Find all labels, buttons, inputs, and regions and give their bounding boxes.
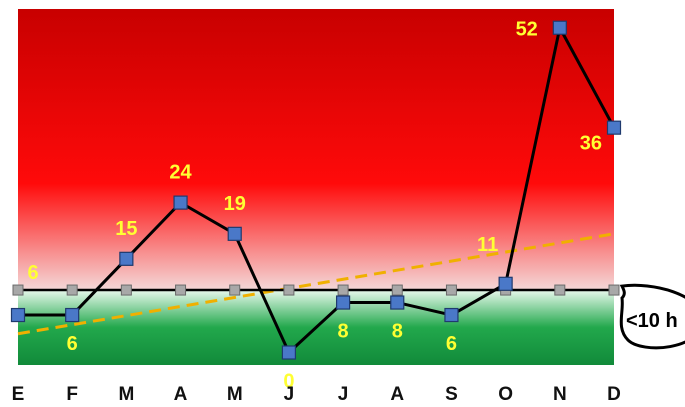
reference-marker <box>283 284 295 296</box>
data-point <box>444 307 459 323</box>
reference-marker <box>175 284 187 296</box>
data-label: 24 <box>169 162 192 184</box>
data-point <box>119 251 134 266</box>
data-label: 6 <box>27 262 38 284</box>
data-label: 8 <box>392 321 403 343</box>
reference-marker <box>608 284 620 296</box>
x-tick-label: M <box>227 384 243 405</box>
reference-marker <box>66 284 78 296</box>
x-tick-label: J <box>284 384 295 405</box>
data-point <box>390 295 405 310</box>
data-label: 52 <box>516 19 538 41</box>
reference-marker <box>337 284 349 296</box>
reference-line-label: <10 h <box>626 310 678 332</box>
data-point <box>281 345 297 360</box>
data-label: 6 <box>446 333 457 355</box>
data-label: 36 <box>580 133 602 155</box>
x-tick-label: E <box>12 384 25 405</box>
x-tick-label: A <box>390 384 404 405</box>
x-tick-label: F <box>66 384 78 405</box>
data-point <box>552 20 567 35</box>
reference-marker <box>229 284 241 296</box>
data-label: 6 <box>67 333 78 355</box>
reference-marker <box>391 284 403 296</box>
trendline-layer <box>17 232 615 336</box>
data-label: 11 <box>477 234 498 256</box>
trendline <box>17 232 615 336</box>
data-point <box>65 307 80 323</box>
data-label: 8 <box>338 321 349 343</box>
data-point <box>335 295 351 310</box>
data-label: 15 <box>115 218 137 240</box>
data-point <box>10 307 26 323</box>
x-tick-label: D <box>607 384 621 405</box>
series-layer <box>10 20 622 360</box>
x-tick-label: J <box>338 384 349 405</box>
data-label-layer: 6 6 15 24 19 0 8 8 6 11 52 36 <box>27 19 602 393</box>
series-line <box>18 26 616 355</box>
reference-marker <box>445 284 457 296</box>
data-point <box>498 276 513 291</box>
data-point <box>227 226 242 241</box>
data-label: 0 <box>283 371 294 393</box>
data-point <box>606 120 622 135</box>
x-tick-label: A <box>174 384 188 405</box>
reference-callout: <10 h <box>619 283 685 350</box>
reference-marker <box>12 284 24 296</box>
x-tick-label: N <box>553 384 567 405</box>
data-point <box>173 195 188 210</box>
x-tick-label: O <box>498 384 513 405</box>
x-tick-label: M <box>118 384 134 405</box>
callout-bubble <box>619 283 685 350</box>
reference-marker <box>554 284 566 296</box>
data-label: 19 <box>224 193 246 215</box>
reference-marker <box>120 284 132 296</box>
x-tick-label: S <box>445 384 458 405</box>
